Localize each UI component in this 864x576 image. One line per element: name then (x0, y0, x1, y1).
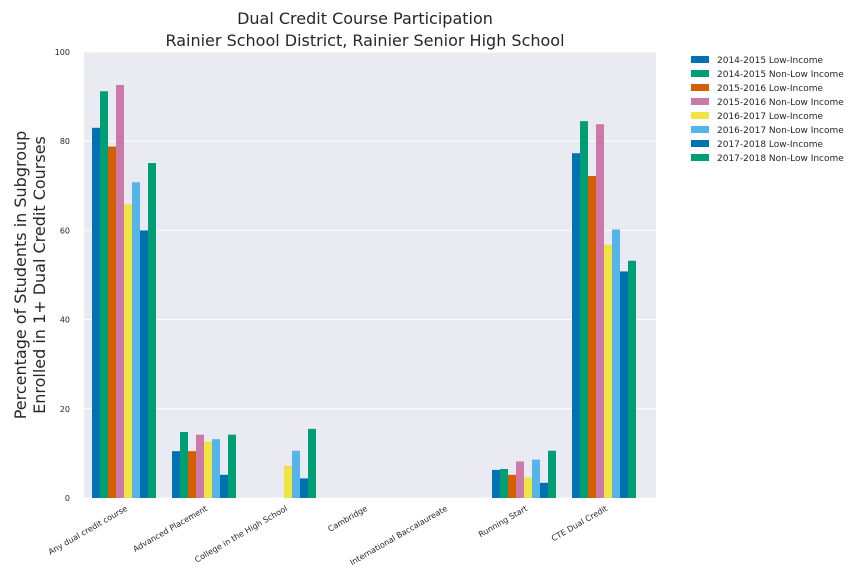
bar (492, 469, 500, 498)
bar (196, 434, 204, 498)
x-tick-label: Cambridge (326, 504, 369, 534)
y-tick-labels: 0 20 40 60 80 100 (55, 48, 70, 503)
bar (100, 91, 108, 499)
chart-title-line-2: Rainier School District, Rainier Senior … (165, 31, 564, 50)
bar (308, 428, 316, 498)
legend-label: 2014-2015 Non-Low Income (717, 70, 844, 80)
legend-label: 2015-2016 Non-Low Income (717, 98, 844, 108)
bar (292, 450, 300, 498)
legend-swatch (691, 70, 709, 77)
y-tick-label: 60 (60, 226, 70, 235)
bar (508, 474, 516, 498)
bar (628, 260, 636, 498)
legend-swatch (691, 98, 709, 105)
y-axis-label-line-1: Percentage of Students in Subgroup (11, 131, 30, 420)
bar (300, 478, 308, 498)
bar (220, 474, 228, 498)
legend-swatch (691, 56, 709, 63)
y-tick-label: 0 (65, 494, 70, 503)
legend-label: 2014-2015 Low-Income (717, 56, 823, 66)
legend-swatch (691, 84, 709, 91)
y-tick-label: 40 (60, 316, 70, 325)
x-tick-labels: Any dual credit course Advanced Placement… (47, 504, 609, 567)
bar (596, 124, 604, 498)
bar (284, 465, 292, 498)
bar (620, 271, 628, 498)
y-tick-label: 100 (55, 48, 70, 57)
legend-label: 2015-2016 Low-Income (717, 84, 823, 94)
bar (524, 477, 532, 498)
y-tick-label: 80 (60, 137, 70, 146)
bar (132, 182, 140, 498)
plot-area (84, 52, 656, 498)
bar (116, 85, 124, 498)
grid-lines (84, 51, 656, 499)
bar (572, 153, 580, 498)
legend-swatch (691, 154, 709, 161)
legend-label: 2017-2018 Low-Income (717, 140, 823, 150)
bar (540, 482, 548, 498)
x-tick-label: College in the High School (193, 504, 289, 564)
x-tick-label: Any dual credit course (47, 504, 129, 557)
y-axis-label-line-2: Enrolled in 1+ Dual Credit Courses (30, 136, 49, 414)
bar (516, 461, 524, 498)
bar (212, 439, 220, 498)
bars (92, 85, 636, 499)
legend-label: 2016-2017 Non-Low Income (717, 126, 844, 136)
bar (548, 450, 556, 498)
legend-label: 2017-2018 Non-Low Income (717, 154, 844, 164)
bar (532, 459, 540, 498)
bar (180, 431, 188, 498)
bar (140, 230, 148, 498)
bar (604, 244, 612, 498)
y-tick-label: 20 (60, 405, 70, 414)
x-tick-label: Running Start (477, 504, 529, 539)
x-tick-label: Advanced Placement (132, 504, 209, 554)
chart-title-line-1: Dual Credit Course Participation (237, 9, 493, 28)
bar (588, 175, 596, 498)
legend-swatch (691, 140, 709, 147)
bar (108, 146, 116, 498)
bar (92, 127, 100, 498)
bar (188, 451, 196, 498)
bar (204, 441, 212, 498)
legend-swatch (691, 112, 709, 119)
bar (148, 163, 156, 498)
bar (172, 451, 180, 498)
legend-swatch (691, 126, 709, 133)
x-tick-label: CTE Dual Credit (550, 504, 609, 543)
bar (580, 121, 588, 498)
bar (228, 434, 236, 498)
legend: 2014-2015 Low-Income 2014-2015 Non-Low In… (691, 56, 844, 164)
legend-label: 2016-2017 Low-Income (717, 112, 823, 122)
bar (612, 229, 620, 498)
bar (500, 469, 508, 498)
bar (124, 204, 132, 499)
